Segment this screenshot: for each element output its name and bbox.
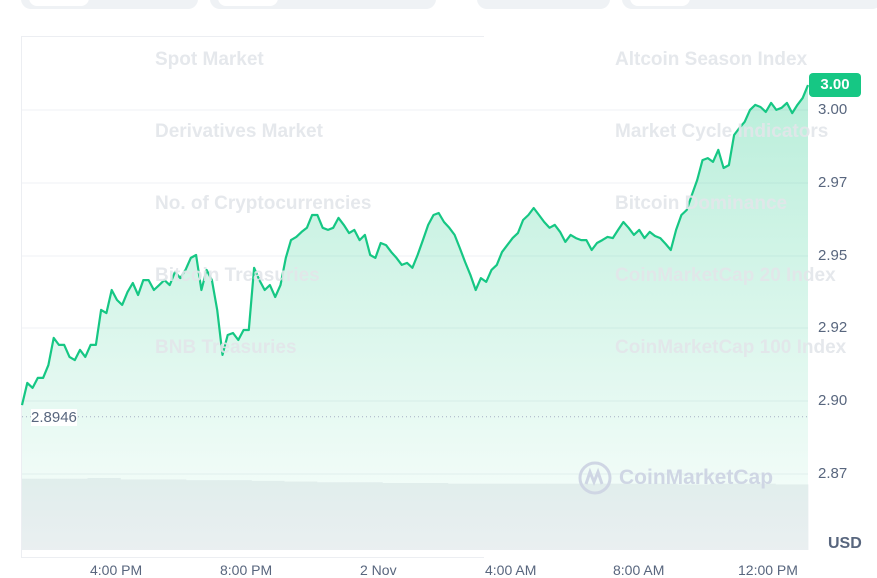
x-tick-label: 8:00 AM — [613, 562, 665, 578]
menu-item[interactable]: Market Cycle Indicators — [615, 121, 829, 142]
menu-item[interactable]: Spot Market — [155, 49, 264, 70]
menu-item[interactable]: BNB Treasuries — [155, 337, 297, 358]
tab-pill[interactable] — [477, 0, 610, 9]
chart-frame — [21, 36, 484, 558]
menu-item[interactable]: Altcoin Season Index — [615, 49, 808, 70]
tab-pill[interactable] — [210, 0, 436, 9]
x-tick-label: 2 Nov — [360, 562, 397, 578]
x-tick-label: 12:00 PM — [738, 562, 798, 578]
menu-item[interactable]: Derivatives Market — [155, 121, 323, 142]
menu-item[interactable]: No. of Cryptocurrencies — [155, 193, 372, 214]
menu-item[interactable]: Bitcoin Treasuries — [155, 265, 320, 286]
watermark: CoinMarketCap — [577, 460, 773, 496]
y-tick-label: 2.92 — [818, 319, 848, 336]
menu-item[interactable]: Bitcoin Dominance — [615, 193, 788, 214]
watermark-text: CoinMarketCap — [619, 466, 774, 489]
y-tick-label: 3.00 — [818, 101, 848, 118]
x-tick-label: 8:00 PM — [220, 562, 273, 578]
y-tick-label: 2.87 — [818, 465, 848, 482]
coinmarketcap-logo-icon — [578, 461, 612, 495]
tab-pill[interactable] — [622, 0, 877, 9]
x-tick-label: 4:00 PM — [90, 562, 143, 578]
current-price-badge: 3.00 — [809, 73, 861, 97]
tab-pill[interactable] — [21, 0, 198, 9]
y-tick-label: 2.95 — [818, 247, 848, 264]
menu-item[interactable]: CoinMarketCap 20 Index — [615, 265, 836, 286]
price-area — [22, 85, 808, 550]
price-line — [20, 84, 810, 406]
currency-label: USD — [828, 535, 862, 552]
x-tick-label: 4:00 AM — [485, 562, 537, 578]
reference-price-label: 2.8946 — [31, 409, 77, 426]
menu-item[interactable]: CoinMarketCap 100 Index — [615, 337, 847, 358]
y-tick-label: 2.97 — [818, 174, 848, 191]
y-tick-label: 2.90 — [818, 392, 848, 409]
